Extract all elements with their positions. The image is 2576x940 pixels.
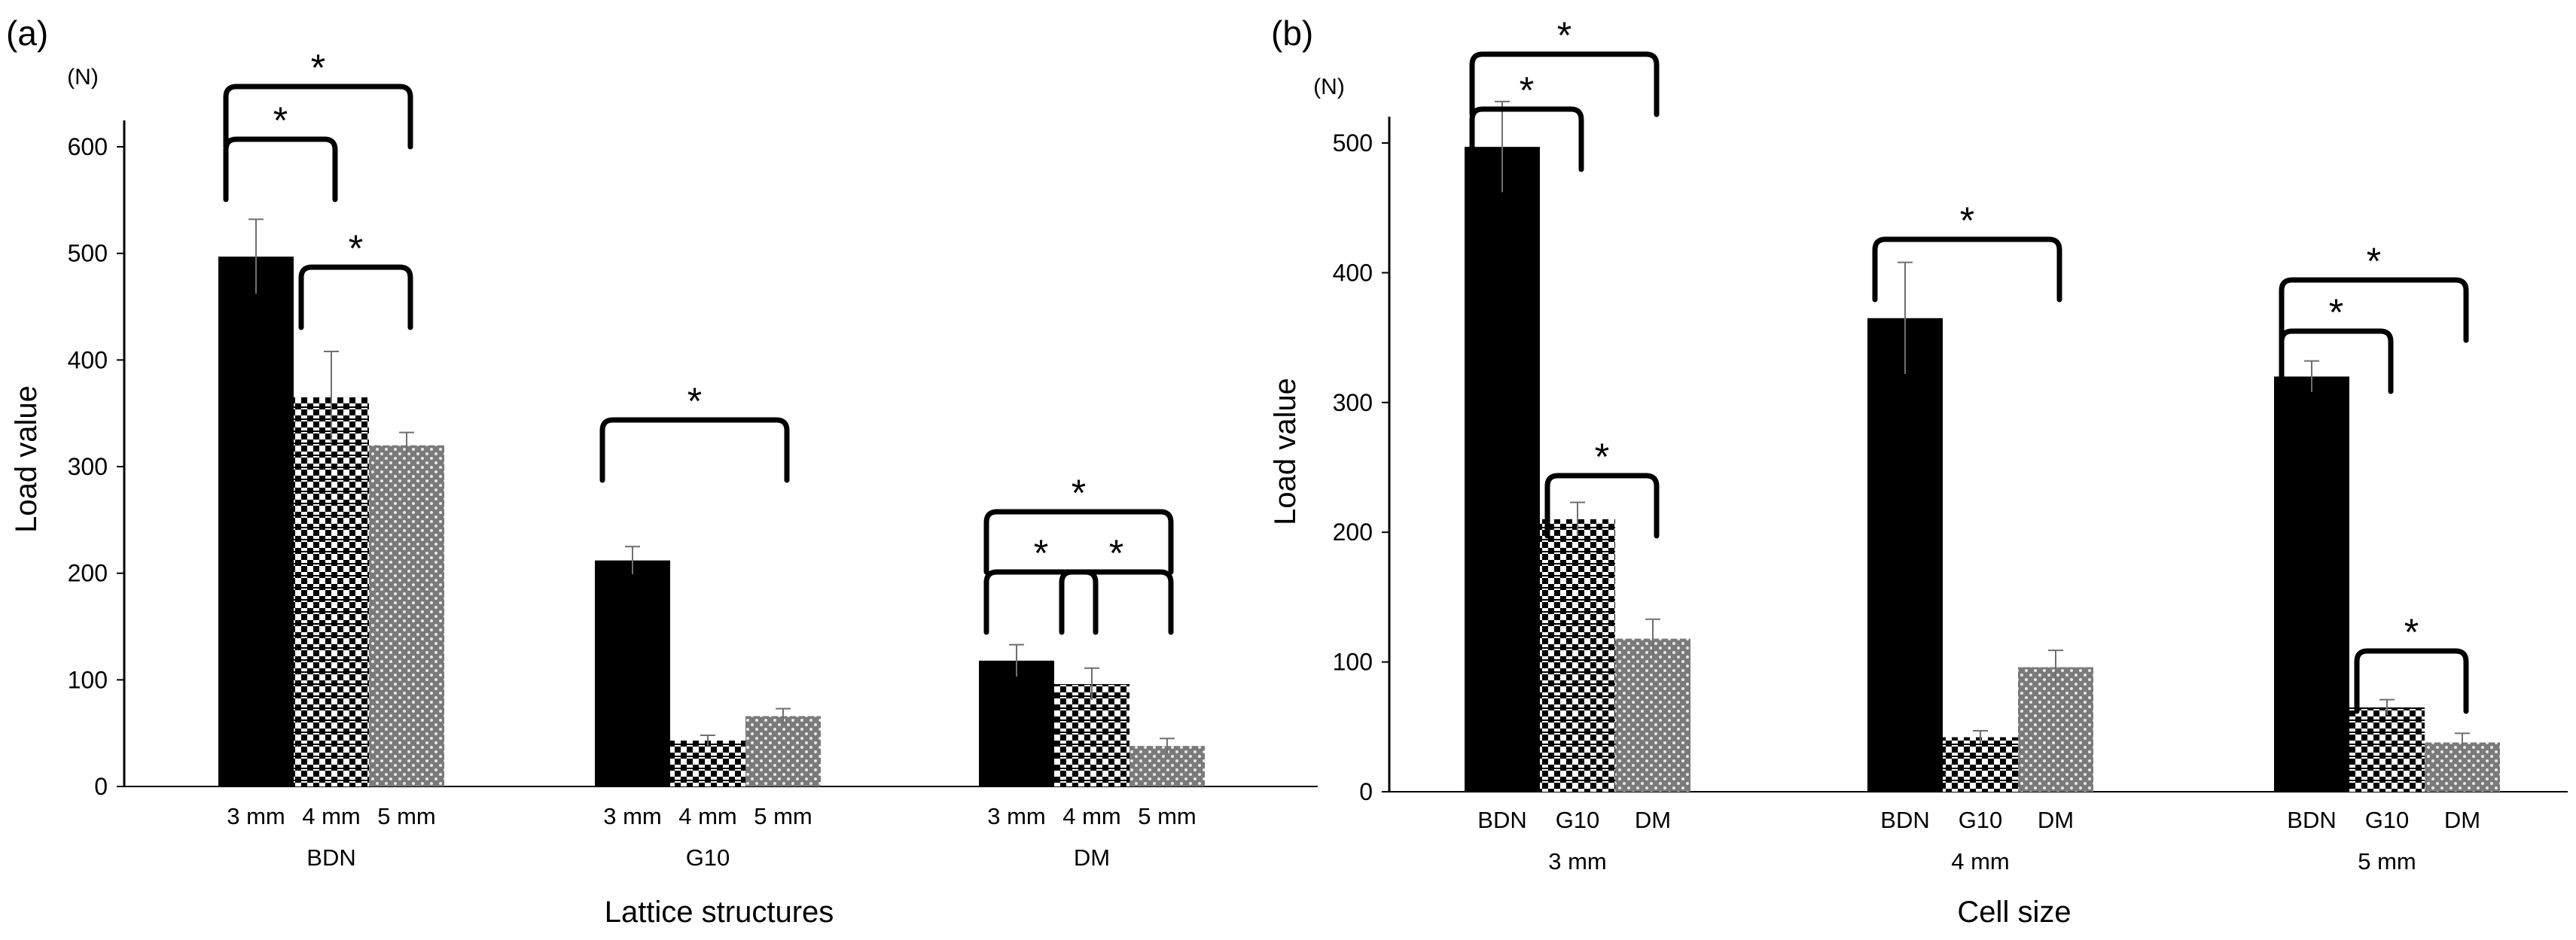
panel-b: (b)(N) 0 100 200 300 400 500 Load value Cell siz… — [1269, 14, 2568, 929]
category-label: 4 mm — [302, 803, 361, 829]
category-label: BDN — [1880, 807, 1929, 833]
y-tick-label: 500 — [68, 240, 108, 267]
category-label: DM — [2444, 807, 2480, 833]
bar — [979, 660, 1054, 786]
significance-bracket — [223, 136, 338, 202]
bar — [218, 256, 294, 787]
bar — [1054, 684, 1129, 786]
category-label: DM — [2038, 807, 2074, 833]
significance-bracket — [599, 417, 790, 483]
panel-label: (a) — [6, 14, 48, 53]
significance-marker: * — [1109, 532, 1123, 574]
significance-bracket — [2354, 648, 2469, 714]
significance-bracket — [223, 84, 413, 150]
y-tick-label: 100 — [68, 666, 108, 693]
category-label: G10 — [2365, 807, 2410, 833]
y-tick-label: 200 — [68, 560, 108, 587]
bar — [1943, 737, 2018, 792]
unit-label: (N) — [1313, 75, 1345, 99]
category-label: BDN — [1477, 807, 1526, 833]
significance-marker: * — [2404, 611, 2419, 653]
category-label: G10 — [1556, 807, 1600, 833]
y-tick-label: 0 — [1359, 778, 1373, 805]
group-label: DM — [1074, 844, 1110, 871]
y-tick-label: 400 — [68, 346, 108, 373]
significance-bracket — [983, 509, 1174, 575]
y-tick-label: 200 — [1333, 519, 1373, 546]
significance-marker: * — [2367, 240, 2381, 282]
bar — [1465, 147, 1540, 792]
significance-bracket — [2279, 277, 2469, 343]
x-axis-title: Lattice structures — [605, 896, 834, 929]
significance-bracket — [1059, 569, 1174, 635]
bar — [294, 397, 369, 786]
significance-bracket — [298, 264, 413, 330]
y-axis-title: Load value — [10, 385, 43, 533]
significance-bracket — [1469, 51, 1660, 117]
category-label: G10 — [1959, 807, 2003, 833]
x-axis-title: Cell size — [1957, 896, 2071, 929]
significance-bracket — [983, 569, 1099, 635]
bar — [670, 741, 745, 786]
bar — [2274, 376, 2349, 792]
unit-label: (N) — [67, 65, 99, 90]
group-label: G10 — [686, 844, 730, 871]
bar — [1615, 638, 1690, 792]
y-axis-title: Load value — [1269, 378, 1302, 525]
category-label: BDN — [2287, 807, 2336, 833]
group-label: 3 mm — [1548, 848, 1607, 875]
bar — [2349, 707, 2425, 792]
bar — [745, 716, 821, 786]
panel-label: (b) — [1271, 14, 1313, 53]
category-label: 3 mm — [227, 803, 285, 829]
category-label: 3 mm — [987, 803, 1046, 829]
category-label: 5 mm — [1138, 803, 1197, 829]
category-label: 4 mm — [1062, 803, 1121, 829]
y-tick-label: 300 — [1333, 389, 1373, 416]
y-tick-label: 300 — [68, 453, 108, 480]
panel-a: (a) (N) 0 100 200 300 400 500 600 Load value Latti… — [6, 14, 1318, 929]
significance-marker: * — [349, 227, 363, 269]
significance-marker: * — [1557, 14, 1572, 56]
category-label: 5 mm — [754, 803, 812, 829]
significance-marker: * — [687, 380, 702, 422]
bar — [1540, 519, 1615, 792]
y-tick-label: 0 — [94, 773, 108, 800]
bar — [369, 445, 444, 786]
group-label: 4 mm — [1951, 848, 2010, 875]
significance-marker: * — [1595, 436, 1609, 478]
category-label: DM — [1635, 807, 1671, 833]
bar — [595, 560, 670, 786]
significance-marker: * — [2329, 291, 2343, 333]
group-label: 5 mm — [2358, 848, 2416, 875]
category-label: 3 mm — [603, 803, 662, 829]
significance-bracket — [1544, 473, 1660, 539]
significance-marker: * — [311, 47, 325, 89]
significance-marker: * — [1520, 69, 1534, 111]
group-label: BDN — [306, 844, 355, 871]
significance-marker: * — [1960, 199, 1974, 242]
significance-marker: * — [1072, 472, 1086, 514]
significance-marker: * — [273, 99, 288, 141]
significance-marker: * — [1034, 532, 1048, 574]
significance-bracket — [1872, 236, 2062, 303]
category-label: 4 mm — [678, 803, 737, 829]
y-tick-label: 400 — [1333, 259, 1373, 286]
bar — [2018, 667, 2093, 792]
bar — [1867, 318, 1943, 792]
y-tick-label: 600 — [68, 133, 108, 160]
category-label: 5 mm — [377, 803, 436, 829]
y-tick-label: 500 — [1333, 129, 1373, 157]
y-tick-label: 100 — [1333, 649, 1373, 676]
